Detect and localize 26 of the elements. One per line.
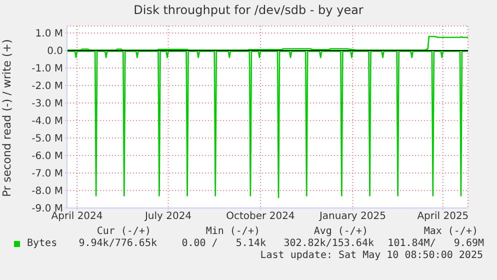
y-axis-title: Pr second read (-) / write (+)	[0, 39, 14, 197]
y-tick-label: 1.0 M	[35, 28, 63, 40]
x-tick-label: January 2025	[318, 211, 386, 222]
y-tick-label: -4.0 M	[32, 116, 63, 128]
y-tick-label: -2.0 M	[32, 81, 63, 92]
text: Max (-/+)	[424, 226, 478, 237]
chart-title: Disk throughput for /dev/sdb - by year	[132, 3, 364, 17]
text: 302.82k/153.64k	[284, 238, 374, 249]
text: Cur (-/+)	[96, 226, 151, 237]
text: 101.84M/ 9.69M	[388, 238, 484, 249]
y-tick-label: -5.0 M	[32, 134, 63, 145]
y-tick-label: -3.0 M	[32, 98, 63, 110]
y-tick-label: -6.0 M	[32, 151, 63, 162]
text: 0.00 / 5.14k	[182, 238, 266, 249]
x-tick-label: April 2025	[417, 211, 469, 222]
y-tick-label: -1.0 M	[32, 64, 63, 75]
legend-label: Bytes	[27, 238, 58, 249]
text: Avg (-/+)	[314, 226, 368, 237]
x-tick-label: July 2024	[144, 211, 192, 222]
x-tick-label: October 2024	[226, 211, 295, 222]
y-tick-label: -8.0 M	[32, 186, 63, 198]
text: Min (-/+)	[206, 226, 260, 237]
text: 9.94k/776.65k	[78, 238, 157, 249]
y-tick-label: 0.0	[47, 46, 63, 58]
y-tick-label: -7.0 M	[32, 168, 63, 180]
text: Last update: Sat May 10 08:50:00 2025	[260, 250, 483, 261]
